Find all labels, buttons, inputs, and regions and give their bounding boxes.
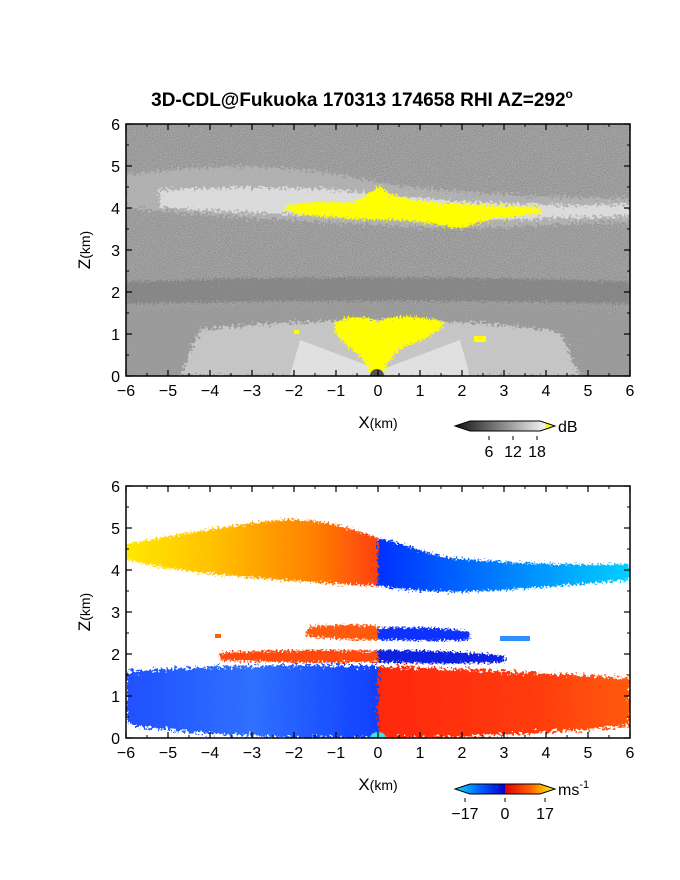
x-tick-label: −1 [327, 383, 345, 400]
x-tick-label: −3 [243, 745, 261, 762]
colorbar-tick-label: 12 [504, 444, 522, 461]
y-tick-label: 4 [111, 201, 120, 218]
x-tick-label: 6 [626, 383, 635, 400]
y-tick-label: 5 [111, 159, 120, 176]
x-tick-label: 3 [500, 745, 509, 762]
x-tick-label: −4 [201, 383, 219, 400]
x-tick-label: 6 [626, 745, 635, 762]
x-tick-label: −6 [117, 383, 135, 400]
velocity-colorbar-unit: ms-1 [558, 779, 589, 799]
x-tick-label: −5 [159, 745, 177, 762]
x-tick-label: 1 [416, 745, 425, 762]
x-tick-label: 0 [374, 383, 383, 400]
y-tick-label: 3 [111, 243, 120, 260]
y-tick-label: 6 [111, 117, 120, 134]
reflectivity-panel: −6 −5 −4 −3 −2 −1 0 1 2 3 4 5 6 0 1 2 3 4 5 6 X(km) Z(km) [75, 117, 635, 432]
x-tick-label: −5 [159, 383, 177, 400]
x-axis-label: X(km) [358, 413, 397, 432]
velocity-colorbar: −17 0 17 ms-1 [451, 779, 589, 823]
reflectivity-field [126, 124, 630, 376]
x-tick-label: −4 [201, 745, 219, 762]
y-tick-label: 0 [111, 731, 120, 748]
x-tick-label: 4 [542, 383, 551, 400]
chart-title: 3D-CDL@Fukuoka 170313 174658 RHI AZ=292o [151, 87, 573, 111]
x-tick-label: −6 [117, 745, 135, 762]
x-tick-label: −2 [285, 745, 303, 762]
y-tick-label: 5 [111, 521, 120, 538]
x-tick-label: 0 [374, 745, 383, 762]
y-tick-label: 6 [111, 479, 120, 496]
colorbar-tick-label: 6 [485, 444, 494, 461]
x-tick-label: −3 [243, 383, 261, 400]
y-tick-label: 1 [111, 689, 120, 706]
velocity-lower-right [378, 666, 630, 738]
velocity-panel: −6 −5 −4 −3 −2 −1 0 1 2 3 4 5 6 0 1 2 3 4 5 6 X(km) Z(km) [75, 479, 635, 794]
x-tick-label: 1 [416, 383, 425, 400]
y-axis-label: Z(km) [75, 231, 94, 269]
colorbar-tick-label: 0 [501, 806, 510, 823]
reflectivity-saturated-upper [284, 186, 542, 229]
y-axis-label: Z(km) [75, 593, 94, 631]
x-tick-label: 2 [458, 383, 467, 400]
x-tick-label: 5 [584, 383, 593, 400]
colorbar-tick-label: 18 [528, 444, 546, 461]
y-tick-label: 3 [111, 605, 120, 622]
x-tick-label: −1 [327, 745, 345, 762]
y-tick-label: 2 [111, 647, 120, 664]
colorbar-tick-label: −17 [451, 806, 478, 823]
velocity-upper-left [126, 519, 378, 586]
x-tick-label: −2 [285, 383, 303, 400]
reflectivity-saturated-lower [334, 316, 445, 374]
x-axis-label: X(km) [358, 775, 397, 794]
reflectivity-colorbar-unit: dB [558, 419, 578, 436]
x-tick-label: 2 [458, 745, 467, 762]
velocity-upper-right [378, 538, 630, 592]
x-tick-label: 5 [584, 745, 593, 762]
velocity-lower-left [126, 665, 378, 738]
y-tick-label: 1 [111, 327, 120, 344]
y-tick-label: 0 [111, 369, 120, 386]
reflectivity-colorbar: 6 12 18 dB [453, 419, 578, 461]
colorbar-tick-label: 17 [536, 806, 554, 823]
x-tick-label: 4 [542, 745, 551, 762]
y-tick-label: 4 [111, 563, 120, 580]
y-tick-label: 2 [111, 285, 120, 302]
velocity-field [126, 519, 630, 738]
x-tick-label: 3 [500, 383, 509, 400]
